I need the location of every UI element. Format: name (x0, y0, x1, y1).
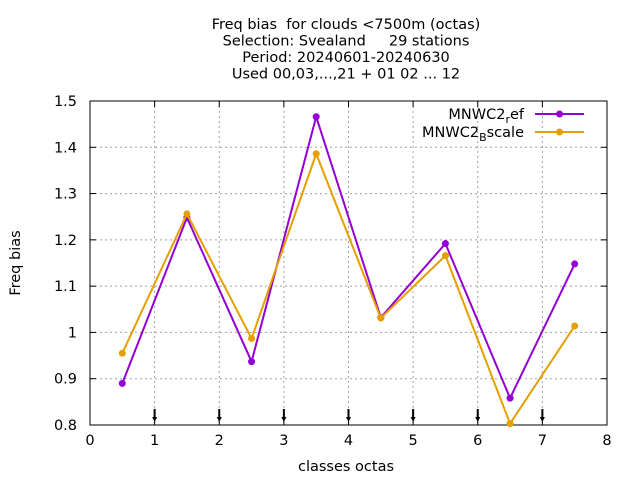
series-point-2 (183, 210, 191, 218)
y-tick-label: 1.5 (54, 94, 77, 110)
title-line: Freq bias for clouds <7500m (octas) (212, 17, 481, 33)
x-axis-label: classes octas (298, 459, 394, 475)
x-tick-labels: 0 1 2 3 4 5 6 7 8 (85, 433, 611, 449)
title-line: Period: 20240601-20240630 (242, 50, 450, 66)
y-tick-label: 0.8 (54, 418, 77, 434)
y-tick-label: 1.3 (54, 187, 77, 203)
y-tick-label: 1.2 (54, 233, 77, 249)
title-line: Used 00,03,...,21 + 01 02 ... 12 (232, 67, 460, 83)
y-tick-label: 1.1 (54, 279, 77, 295)
x-tick-label: 1 (150, 433, 159, 449)
y-tick-labels: 0.8 0.9 1 1.1 1.2 1.3 1.4 1.5 (54, 94, 77, 434)
x-tick-label: 0 (85, 433, 94, 449)
bottom-marker-head (539, 417, 545, 422)
y-tick-label: 1 (68, 325, 77, 341)
bottom-marker-head (346, 417, 351, 422)
series-point-2 (248, 334, 256, 342)
series-point-2 (377, 314, 385, 322)
x-tick-label: 5 (409, 433, 418, 449)
data-series (118, 113, 579, 428)
x-tick-label: 4 (344, 433, 353, 449)
x-tick-label: 8 (602, 433, 611, 449)
x-tick-label: 6 (473, 433, 482, 449)
chart-title: Freq bias for clouds <7500m (octas)Selec… (212, 17, 481, 83)
series-point-1 (506, 394, 514, 402)
bottom-marker-head (152, 417, 158, 422)
series-point-1 (441, 240, 449, 248)
grid-lines (90, 101, 607, 425)
y-axis-label: Freq bias (8, 230, 24, 295)
series-point-1 (571, 260, 579, 268)
x-tick-label: 7 (538, 433, 547, 449)
legend-label-2: MNWC2Bscale (422, 125, 524, 144)
x-tick-label: 2 (215, 433, 224, 449)
series-point-2 (441, 252, 449, 260)
bottom-marker-head (475, 417, 481, 422)
bottom-marker-head (410, 417, 416, 422)
series-point-2 (571, 322, 579, 330)
legend-marker-2 (556, 128, 563, 136)
bottom-marker-head (281, 417, 287, 422)
series-point-1 (118, 379, 126, 387)
series-line-2 (121, 150, 576, 426)
title-line: Selection: Svealand 29 stations (223, 34, 470, 50)
series-point-2 (118, 349, 126, 357)
bottom-marker-head (216, 417, 222, 422)
series-point-1 (312, 113, 320, 121)
legend-label-1: MNWC2ref (448, 107, 524, 126)
y-tick-label: 1.4 (54, 140, 77, 156)
legend-marker-1 (556, 110, 563, 118)
bottom-markers (152, 409, 545, 422)
series-point-1 (248, 358, 256, 366)
series-point-2 (312, 150, 320, 158)
y-tick-label: 0.9 (54, 372, 77, 388)
series-point-2 (506, 420, 514, 428)
series-line-1 (121, 113, 576, 401)
x-tick-label: 3 (279, 433, 288, 449)
